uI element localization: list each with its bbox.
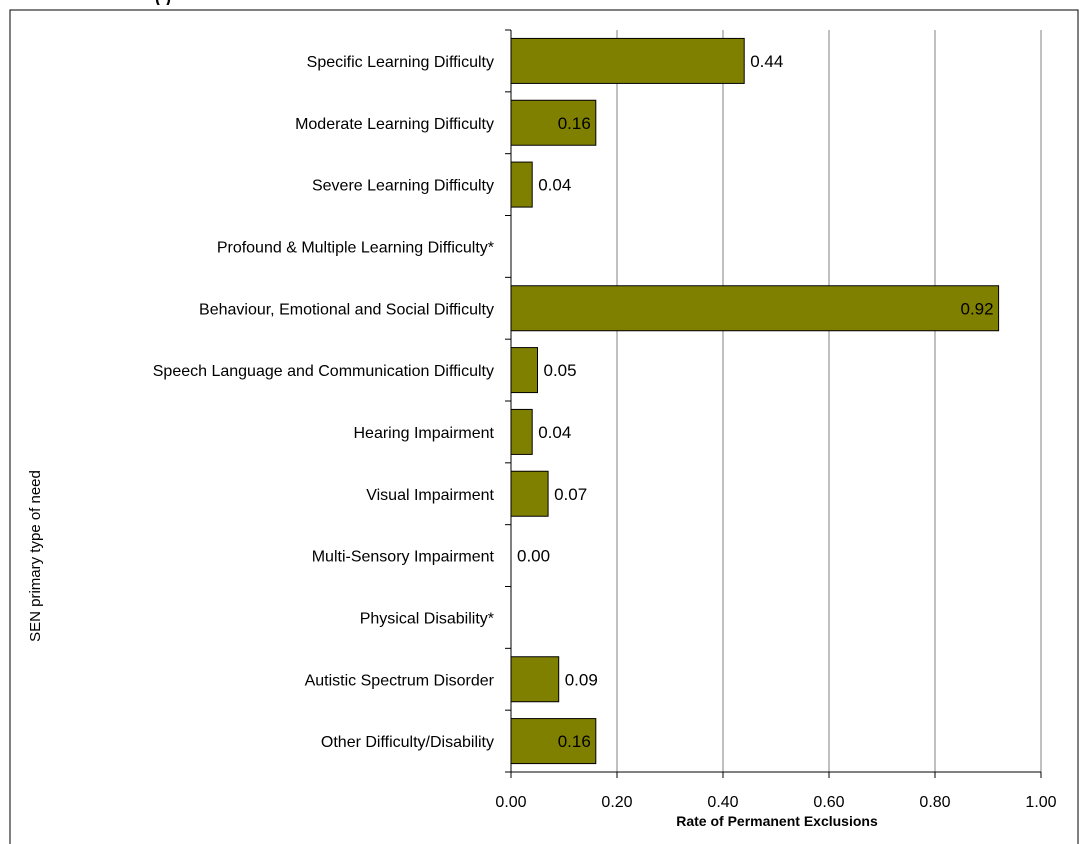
bars bbox=[510, 37, 1000, 765]
category-label: Visual Impairment bbox=[366, 487, 494, 504]
x-tick-label: 0.60 bbox=[813, 794, 844, 811]
chart-title-fragment: ( ) bbox=[0, 0, 171, 5]
data-label: 0.07 bbox=[554, 485, 587, 504]
y-axis-title: SEN primary type of need bbox=[27, 470, 44, 642]
category-label: Physical Disability* bbox=[360, 610, 494, 627]
data-label: 0.00 bbox=[517, 547, 550, 566]
x-tick-label: 0.80 bbox=[919, 794, 950, 811]
category-label: Hearing Impairment bbox=[354, 425, 495, 442]
x-tick-label: 0.40 bbox=[707, 794, 738, 811]
data-label: 0.92 bbox=[961, 299, 994, 318]
bar bbox=[510, 470, 549, 517]
bar bbox=[510, 99, 597, 146]
data-label: 0.16 bbox=[558, 732, 591, 751]
chart-frame bbox=[9, 9, 1079, 844]
bar bbox=[510, 656, 560, 703]
bar bbox=[510, 347, 538, 394]
data-label: 0.09 bbox=[565, 670, 598, 689]
x-tick-label: 0.00 bbox=[495, 794, 526, 811]
x-tick-label: 0.20 bbox=[601, 794, 632, 811]
labels: 0.44 Specific Learning Difficulty 0.16 Mode… bbox=[153, 52, 1057, 811]
axes bbox=[505, 29, 1042, 778]
x-axis-title: Rate of Permanent Exclusions bbox=[676, 813, 878, 829]
category-label: Multi-Sensory Impairment bbox=[312, 549, 495, 566]
data-label: 0.44 bbox=[750, 52, 783, 71]
bar bbox=[510, 285, 1000, 332]
data-label: 0.16 bbox=[558, 114, 591, 133]
category-label: Autistic Spectrum Disorder bbox=[305, 672, 495, 689]
bar bbox=[510, 161, 533, 208]
bar bbox=[510, 408, 533, 455]
data-label: 0.04 bbox=[538, 423, 571, 442]
bar bbox=[510, 37, 745, 84]
category-label: Behaviour, Emotional and Social Difficul… bbox=[199, 301, 494, 318]
category-label: Other Difficulty/Disability bbox=[321, 734, 494, 751]
category-label: Specific Learning Difficulty bbox=[307, 54, 494, 71]
category-label: Severe Learning Difficulty bbox=[312, 178, 494, 195]
category-label: Moderate Learning Difficulty bbox=[295, 116, 494, 133]
data-label: 0.04 bbox=[538, 176, 571, 195]
data-label: 0.05 bbox=[544, 361, 577, 380]
category-label: Profound & Multiple Learning Difficulty* bbox=[217, 239, 494, 256]
category-label: Speech Language and Communication Diffic… bbox=[153, 363, 494, 380]
grid-lines bbox=[616, 30, 1042, 772]
x-tick-label: 1.00 bbox=[1025, 794, 1056, 811]
